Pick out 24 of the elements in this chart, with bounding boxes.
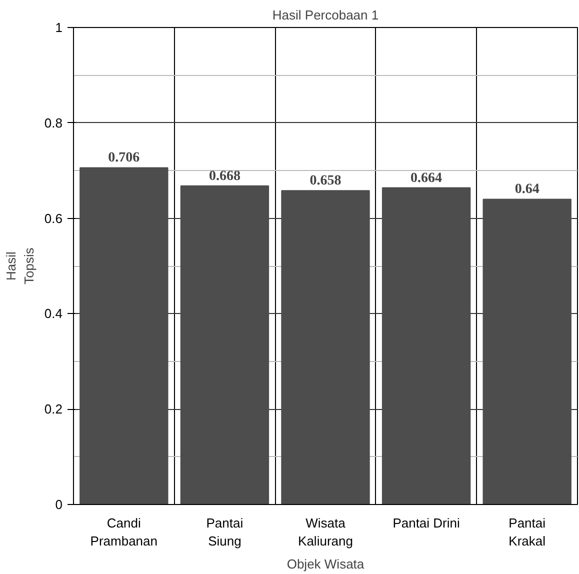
data-label: 0.706 bbox=[108, 150, 140, 166]
y-tick-label: 0.4 bbox=[44, 306, 63, 322]
y-tick-label: 0.8 bbox=[44, 115, 63, 130]
x-tick-label: Wisata Kaliurang bbox=[298, 516, 353, 548]
x-tick-label: Candi Prambanan bbox=[90, 516, 158, 548]
x-tick-label: Pantai Siung bbox=[206, 516, 244, 548]
bar bbox=[382, 187, 471, 504]
bar bbox=[482, 198, 572, 504]
bar bbox=[281, 190, 370, 504]
bar bbox=[80, 167, 168, 504]
bar bbox=[180, 185, 270, 504]
y-tick-label: 0.2 bbox=[44, 402, 63, 417]
chart-title: Hasil Percobaan 1 bbox=[272, 8, 379, 22]
y-tick-label: 1 bbox=[55, 20, 63, 35]
x-tick-label: Pantai Krakal bbox=[508, 516, 546, 548]
data-label: 0.664 bbox=[410, 170, 442, 186]
data-label: 0.668 bbox=[208, 168, 240, 184]
y-tick-label: 0 bbox=[55, 497, 63, 512]
y-axis-title: Hasil Topsis bbox=[3, 247, 36, 284]
data-label: 0.658 bbox=[310, 174, 342, 189]
y-tick-label: 0.6 bbox=[44, 210, 63, 226]
x-tick-label: Pantai Drini bbox=[392, 516, 460, 530]
x-axis-title: Objek Wisata bbox=[286, 556, 365, 572]
data-label: 0.64 bbox=[514, 182, 540, 198]
